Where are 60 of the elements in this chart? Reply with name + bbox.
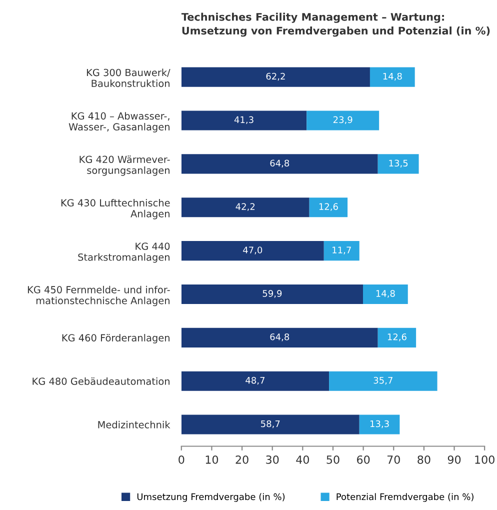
x-tick-label: 0 — [178, 455, 184, 464]
bar — [181, 371, 330, 391]
data-label: 47,0 — [243, 246, 262, 254]
data-label: 12,6 — [319, 203, 338, 211]
y-tick-label: KG 440 Starkstromanlagen — [78, 242, 170, 263]
chart-subtitle: Umsetzung von Fremdvergaben und Potenzial (in %) — [182, 26, 490, 37]
data-label: 13,3 — [370, 420, 389, 428]
bar — [324, 241, 360, 261]
data-label: 35,7 — [374, 376, 392, 385]
x-tick-label: 80 — [418, 455, 430, 464]
legend-label: Potenzial Fremdvergabe (in %) — [336, 493, 474, 502]
bar — [378, 328, 416, 348]
x-tick-label: 40 — [296, 455, 310, 464]
y-tick-label: KG 450 Fernmelde- und infor- mationstechnische Anlagen — [28, 286, 170, 306]
data-label: 62,2 — [266, 72, 285, 81]
x-tick-label: 10 — [206, 455, 218, 464]
data-label: 41,3 — [234, 116, 254, 124]
x-tick-label: 50 — [326, 455, 340, 464]
data-label: 23,9 — [333, 116, 352, 124]
bar — [181, 154, 378, 174]
bar — [329, 371, 438, 391]
y-tick-label: KG 420 Wärmever- sorgungsanlagen — [80, 156, 170, 176]
data-label: 58,7 — [261, 420, 280, 428]
y-tick-label: KG 430 Lufttechnische Anlagen — [61, 198, 170, 220]
x-tick-label: 30 — [266, 455, 279, 464]
data-label: 11,7 — [332, 246, 351, 254]
data-label: 64,8 — [270, 160, 290, 168]
data-label: 48,7 — [246, 376, 265, 385]
x-tick-label: 60 — [357, 455, 370, 464]
x-tick-label: 70 — [387, 455, 400, 464]
data-label: 42,2 — [236, 203, 255, 211]
y-tick-label: KG 410 – Abwasser-, Wasser-, Gasanlagen — [68, 112, 170, 132]
y-tick-label: Medizintechnik — [98, 420, 170, 428]
bar — [363, 284, 408, 304]
bar — [181, 328, 378, 348]
bar — [181, 284, 364, 304]
bar — [181, 198, 310, 218]
bar — [359, 414, 400, 434]
data-label: 12,6 — [388, 333, 406, 342]
data-label: 13,5 — [389, 160, 408, 168]
x-tick-label: 90 — [448, 455, 461, 464]
data-label: 14,8 — [376, 290, 395, 298]
bar — [378, 154, 419, 174]
bar — [181, 110, 307, 130]
data-label: 59,9 — [262, 290, 282, 298]
y-tick-label: KG 480 Gebäudeautomation — [32, 377, 170, 385]
bar — [181, 241, 324, 261]
bar — [370, 67, 415, 87]
data-label: 64,8 — [270, 333, 290, 342]
y-tick-label: KG 460 Förderanlagen — [62, 334, 170, 344]
bar — [181, 67, 370, 87]
bar — [309, 198, 348, 218]
legend-label: Umsetzung Fremdvergabe (in %) — [137, 493, 285, 502]
y-tick-label: KG 300 Bauwerk/ Baukonstruktion — [86, 68, 170, 88]
bar — [306, 110, 380, 130]
bar — [181, 414, 360, 434]
x-tick-label: 20 — [236, 455, 248, 464]
x-tick-label: 100 — [475, 455, 494, 464]
chart-title: Technisches Facility Management – Wartung: — [181, 12, 444, 23]
data-label: 14,8 — [383, 72, 402, 81]
